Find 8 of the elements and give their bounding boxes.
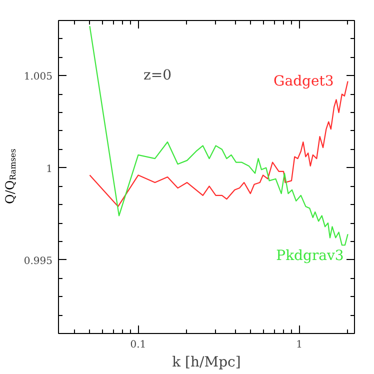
x-tick-label: 0.1 [130, 340, 146, 350]
y-tick-label: 1 [46, 164, 53, 175]
y-tick-label: 1.005 [24, 72, 53, 83]
series-label: Pkdgrav3 [276, 248, 344, 264]
series-label: Gadget3 [274, 73, 334, 90]
y-tick-label: 0.995 [24, 256, 53, 267]
annotation: z=0 [144, 68, 172, 84]
x-axis-title: k [h/Mpc] [172, 354, 241, 370]
